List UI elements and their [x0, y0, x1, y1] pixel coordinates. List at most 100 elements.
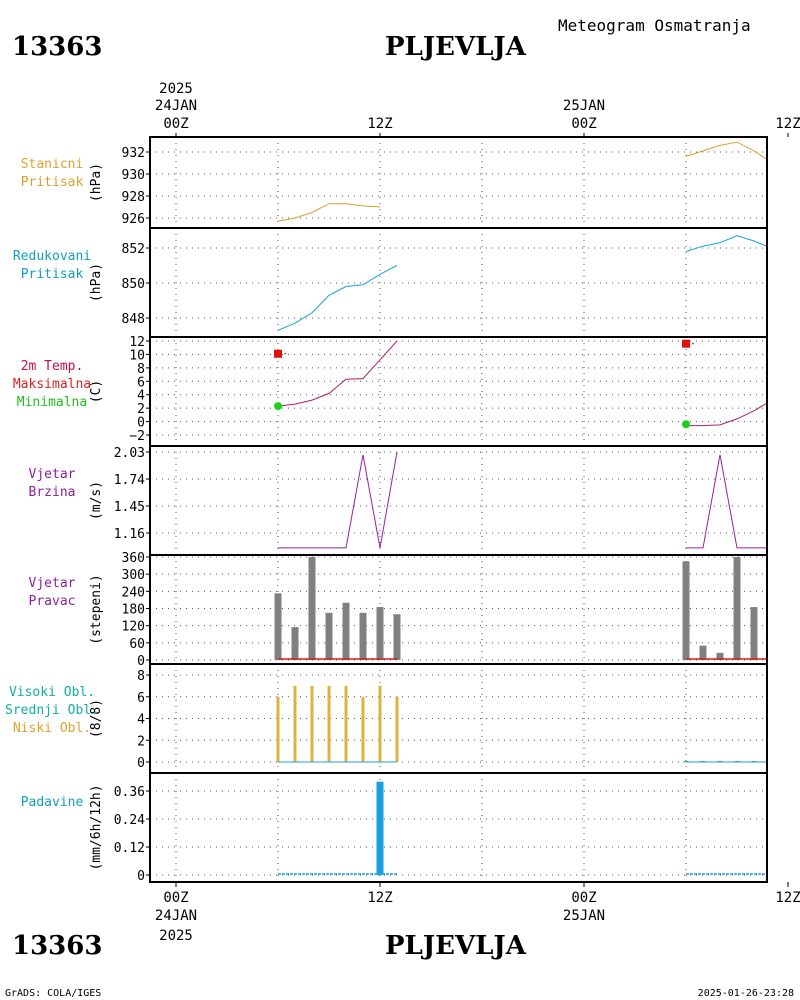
y-axis-label: (m/s): [89, 481, 104, 520]
panel-label: Minimalna: [17, 395, 87, 410]
top-year: 2025: [159, 81, 193, 97]
direction-bar: [768, 646, 775, 660]
y-tick-label: 2: [137, 734, 145, 749]
panel-wind_direction: [274, 557, 792, 661]
time-label-bottom: 12Z: [367, 890, 392, 906]
y-tick-label: 1.45: [114, 500, 145, 515]
y-tick-label: 6: [137, 691, 145, 706]
y-tick-label: 2: [137, 402, 145, 417]
direction-bar: [308, 557, 316, 660]
panel-label: Brzina: [29, 485, 76, 500]
y-tick-label: 0.36: [114, 785, 145, 800]
mid-cloud-bar: [786, 761, 791, 762]
time-label-top: 00Z: [571, 116, 596, 132]
y-tick-label: 8: [137, 669, 145, 684]
min-marker: [682, 420, 690, 429]
station-id-bottom: 13363: [12, 931, 102, 961]
y-tick-label: 1.16: [114, 527, 145, 542]
y-tick-label: 360: [122, 551, 145, 566]
y-tick-label: 2.03: [114, 446, 145, 461]
low-cloud-bar: [310, 685, 314, 762]
y-tick-label: 848: [122, 312, 145, 327]
panel-label: Redukovani: [13, 249, 91, 264]
y-tick-label: 926: [122, 212, 145, 227]
y-tick-label: 12: [129, 335, 145, 350]
series-line: [685, 141, 767, 160]
panel-label: Maksimalna: [13, 377, 91, 392]
low-cloud-bar: [378, 685, 382, 762]
direction-bar: [325, 612, 333, 660]
y-axis-label: (hPa): [89, 163, 104, 202]
precip-bar: [376, 781, 384, 875]
panel-label: Stanicni: [21, 157, 84, 172]
y-tick-label: 0: [137, 654, 145, 669]
direction-bar: [376, 607, 384, 660]
panel-temperature: [274, 339, 767, 429]
series-line: [277, 340, 398, 407]
y-tick-label: 6: [137, 375, 145, 390]
panel-label: Visoki Obl.: [9, 685, 95, 700]
panel-frame: [149, 663, 768, 774]
plot-area: 926928930932(hPa)StanicniPritisak8488508…: [5, 98, 800, 924]
panel-clouds: [276, 685, 791, 763]
product-title: Meteogram Osmatranja: [558, 16, 751, 35]
station-id-top: 13363: [12, 32, 102, 62]
panel-label: Padavine: [21, 795, 84, 810]
time-label-top: 12Z: [367, 116, 392, 132]
panel-label: Pravac: [29, 594, 76, 609]
panel-frame: [149, 772, 768, 883]
low-cloud-bar: [276, 696, 280, 762]
panel-label: Pritisak: [21, 267, 84, 282]
date-label-bottom: 25JAN: [563, 908, 605, 924]
y-tick-label: 0: [137, 756, 145, 771]
panel-label: Pritisak: [21, 175, 84, 190]
series-line: [686, 402, 767, 427]
direction-bar: [682, 561, 690, 660]
date-label-top: 24JAN: [155, 98, 197, 114]
low-cloud-bar: [395, 696, 399, 762]
direction-bar: [342, 602, 350, 660]
direction-bar: [359, 612, 367, 660]
series-line: [685, 235, 767, 252]
low-cloud-bar: [293, 685, 297, 762]
y-tick-label: 4: [137, 713, 145, 728]
y-tick-label: −2: [129, 429, 145, 444]
panel-frame: [149, 227, 768, 338]
y-tick-label: 0.24: [114, 813, 145, 828]
direction-bar: [785, 609, 792, 661]
time-label-top: 12Z: [775, 116, 800, 132]
y-axis-label: (stepeni): [89, 574, 104, 644]
low-cloud-bar: [344, 685, 348, 762]
time-label-bottom: 00Z: [571, 890, 596, 906]
mid-cloud-bar: [769, 761, 774, 762]
y-tick-label: 932: [122, 146, 145, 161]
y-tick-label: 1.74: [114, 473, 145, 488]
station-name-top: PLJEVLJA: [385, 32, 527, 62]
y-axis-label: (C): [89, 380, 104, 403]
max-marker: [274, 349, 282, 358]
panel-stanicni: [277, 141, 767, 222]
y-tick-label: 850: [122, 277, 145, 292]
direction-bar: [750, 607, 758, 660]
time-label-top: 00Z: [163, 116, 188, 132]
panel-wind_speed: [278, 451, 767, 549]
panel-label: Vjetar: [29, 576, 76, 591]
direction-bar: [716, 652, 724, 660]
y-tick-label: 0.12: [114, 841, 145, 856]
y-axis-label: (mm/6h/12h): [89, 784, 104, 870]
panel-frame: [149, 136, 768, 229]
y-tick-label: 4: [137, 389, 145, 404]
series-line: [277, 265, 398, 331]
y-tick-label: 120: [122, 620, 145, 635]
min-marker: [274, 402, 282, 411]
panel-label: Niski Obl.: [13, 721, 91, 736]
y-tick-label: 10: [129, 348, 145, 363]
y-tick-label: 0: [137, 869, 145, 884]
panel-label: Srednji Obl.: [5, 703, 99, 718]
y-tick-label: 240: [122, 585, 145, 600]
panel-precip: [278, 781, 767, 875]
series-line: [277, 203, 381, 222]
date-label-top: 25JAN: [563, 98, 605, 114]
y-tick-label: 930: [122, 168, 145, 183]
